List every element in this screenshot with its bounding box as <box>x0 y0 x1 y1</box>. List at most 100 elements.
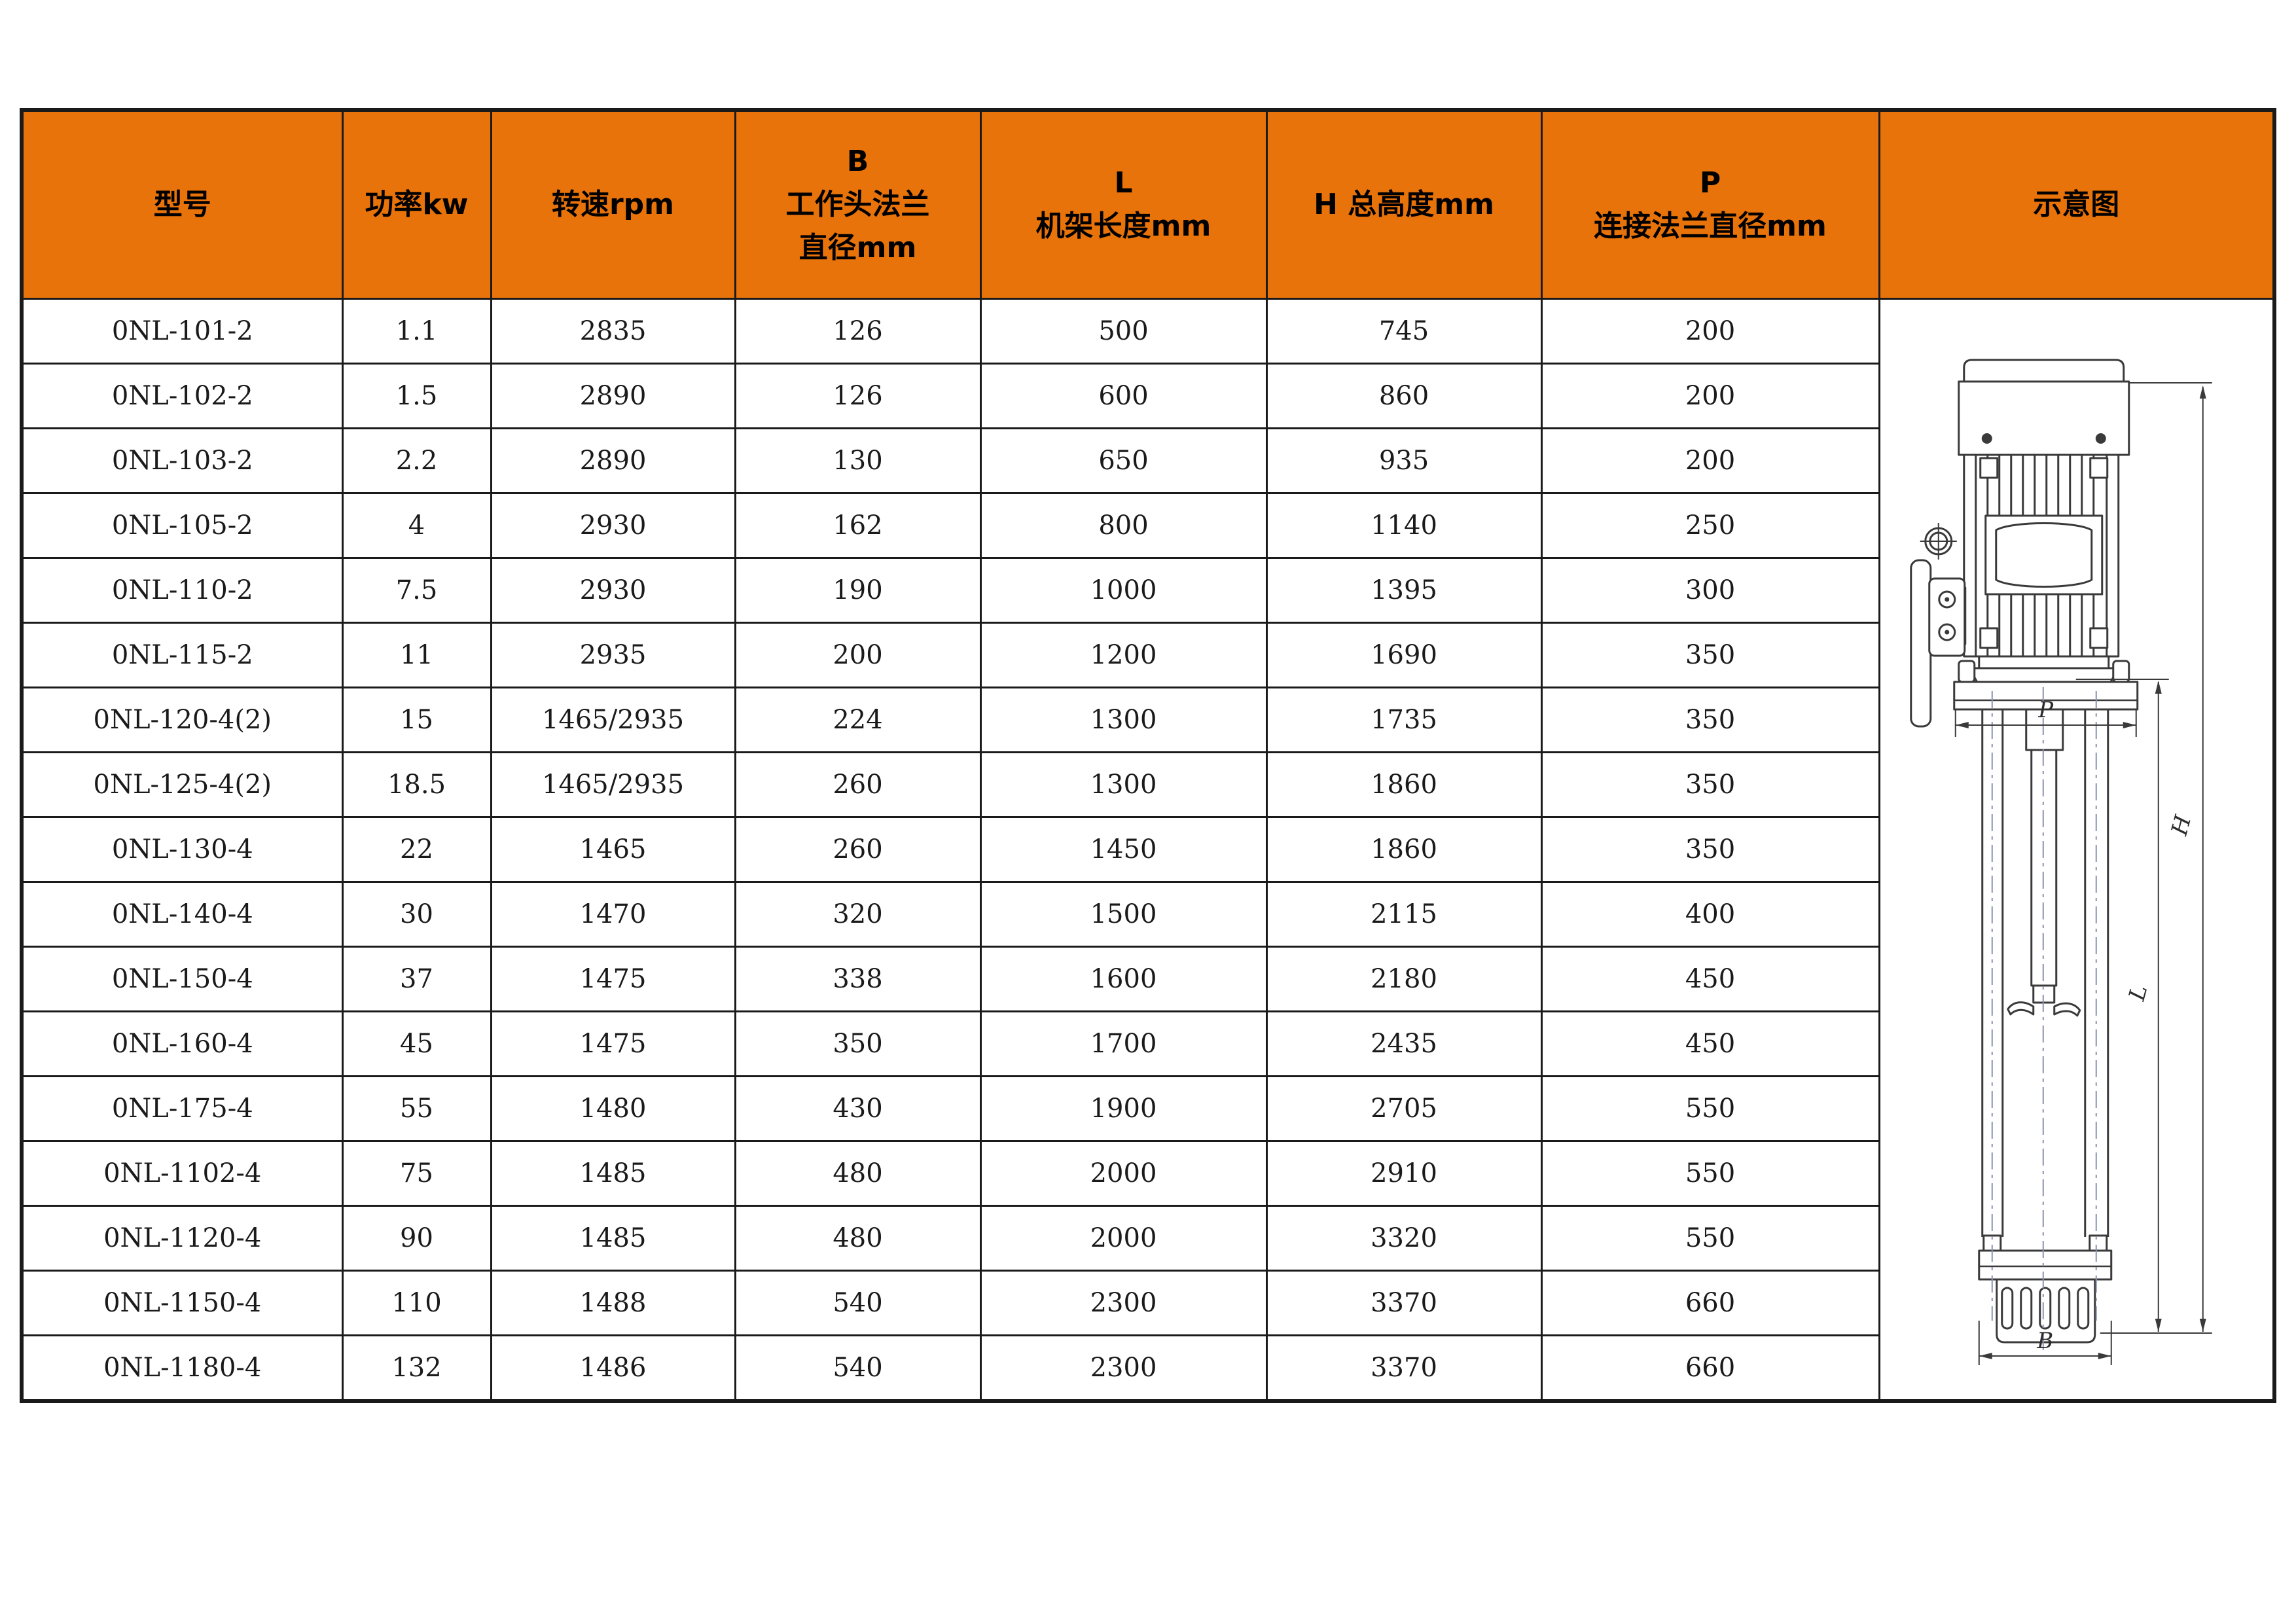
table-row: 0NL-1120-4 90 1485 480 2000 3320 550 <box>20 1205 2274 1272</box>
header-line: 型号 <box>153 188 211 221</box>
cell-frame-length: 800 <box>979 492 1268 559</box>
cell-power: 22 <box>341 816 492 883</box>
table-row: 0NL-110-2 7.5 2930 190 1000 1395 300 <box>20 557 2274 624</box>
cell-speed: 1480 <box>490 1075 736 1142</box>
cell-connect-flange: 200 <box>1540 298 1880 365</box>
cell-total-height: 860 <box>1265 363 1543 429</box>
cell-b-flange: 130 <box>734 427 982 494</box>
cell-b-flange: 430 <box>734 1075 982 1142</box>
dim-label-h: H <box>2166 812 2197 838</box>
header-line: 功率kw <box>365 188 469 221</box>
cell-b-flange: 480 <box>734 1205 982 1272</box>
cell-model: 0NL-130-4 <box>20 816 344 883</box>
propeller-blade-right <box>2053 1002 2081 1017</box>
cell-connect-flange: 350 <box>1540 622 1880 688</box>
cell-total-height: 1690 <box>1265 622 1543 688</box>
cell-speed: 2935 <box>490 622 736 688</box>
cover-bolt <box>2095 433 2106 444</box>
cell-connect-flange: 550 <box>1540 1140 1880 1207</box>
mixer-schematic-drawing: P B H L <box>1909 359 2212 1365</box>
cell-b-flange: 320 <box>734 881 982 948</box>
table-row: 0NL-130-4 22 1465 260 1450 1860 350 <box>20 816 2274 883</box>
cell-connect-flange: 400 <box>1540 881 1880 948</box>
cell-total-height: 1395 <box>1265 557 1543 624</box>
cell-b-flange: 260 <box>734 816 982 883</box>
centerlines <box>1991 687 2097 1351</box>
cell-b-flange: 480 <box>734 1140 982 1207</box>
cell-speed: 1485 <box>490 1205 736 1272</box>
cell-speed: 2930 <box>490 557 736 624</box>
cell-power: 11 <box>341 622 492 688</box>
header-line: 直径mm <box>798 231 917 264</box>
cell-model: 0NL-102-2 <box>20 363 344 429</box>
cell-model: 0NL-1102-4 <box>20 1140 344 1207</box>
cell-model: 0NL-101-2 <box>20 298 344 365</box>
cell-connect-flange: 660 <box>1540 1334 1880 1402</box>
cell-speed: 1475 <box>490 946 736 1012</box>
cell-power: 15 <box>341 687 492 753</box>
cell-connect-flange: 350 <box>1540 687 1880 753</box>
cell-frame-length: 1900 <box>979 1075 1268 1142</box>
table-row: 0NL-140-4 30 1470 320 1500 2115 400 <box>20 881 2274 948</box>
cell-connect-flange: 350 <box>1540 816 1880 883</box>
header-line: 转速rpm <box>551 188 675 221</box>
header-model: 型号 <box>20 109 344 300</box>
header-b-flange: B 工作头法兰 直径mm <box>734 109 982 300</box>
cell-speed: 1465/2935 <box>490 687 736 753</box>
cell-model: 0NL-160-4 <box>20 1010 344 1077</box>
motor-cap <box>1962 359 2125 383</box>
cell-connect-flange: 200 <box>1540 427 1880 494</box>
cell-speed: 1488 <box>490 1270 736 1336</box>
schematic-diagram: P B H L <box>1881 300 2272 1368</box>
cell-model: 0NL-103-2 <box>20 427 344 494</box>
table-row: 0NL-1180-4 132 1486 540 2300 3370 660 <box>20 1334 2274 1402</box>
cell-total-height: 745 <box>1265 298 1543 365</box>
table-row: 0NL-115-2 11 2935 200 1200 1690 350 <box>20 622 2274 688</box>
cell-connect-flange: 200 <box>1540 363 1880 429</box>
schematic-cell: P B H L <box>1878 298 2276 1402</box>
frame-tubes <box>1981 709 2109 1237</box>
cell-frame-length: 1500 <box>979 881 1268 948</box>
cell-frame-length: 1600 <box>979 946 1268 1012</box>
cell-speed: 1465 <box>490 816 736 883</box>
cell-speed: 1470 <box>490 881 736 948</box>
cell-model: 0NL-125-4(2) <box>20 751 344 818</box>
header-connect-flange: P 连接法兰直径mm <box>1540 109 1880 300</box>
cell-frame-length: 1450 <box>979 816 1268 883</box>
table-body: 0NL-101-2 1.1 2835 126 500 745 200 <box>20 298 2276 1402</box>
header-line: L <box>1114 166 1133 200</box>
cell-total-height: 3370 <box>1265 1270 1543 1336</box>
cell-power: 7.5 <box>341 557 492 624</box>
cell-frame-length: 2000 <box>979 1205 1268 1272</box>
cell-model: 0NL-105-2 <box>20 492 344 559</box>
cell-power: 132 <box>341 1334 492 1402</box>
table-row: 0NL-120-4(2) 15 1465/2935 224 1300 1735 350 <box>20 687 2274 753</box>
cell-speed: 1475 <box>490 1010 736 1077</box>
motor-fan-cover <box>1957 380 2130 456</box>
cell-connect-flange: 300 <box>1540 557 1880 624</box>
cell-speed: 1485 <box>490 1140 736 1207</box>
cell-b-flange: 350 <box>734 1010 982 1077</box>
cell-frame-length: 600 <box>979 363 1268 429</box>
header-total-height: H 总高度mm <box>1265 109 1543 300</box>
cell-connect-flange: 250 <box>1540 492 1880 559</box>
cell-connect-flange: 350 <box>1540 751 1880 818</box>
cover-bolt <box>1981 433 1992 444</box>
cell-total-height: 935 <box>1265 427 1543 494</box>
table-row: 0NL-1150-4 110 1488 540 2300 3370 660 <box>20 1270 2274 1336</box>
cell-b-flange: 200 <box>734 622 982 688</box>
header-line: P <box>1699 166 1721 200</box>
cell-frame-length: 1000 <box>979 557 1268 624</box>
dim-label-l: L <box>2123 982 2153 1004</box>
cell-speed: 1465/2935 <box>490 751 736 818</box>
cell-frame-length: 650 <box>979 427 1268 494</box>
cell-frame-length: 1700 <box>979 1010 1268 1077</box>
table-row: 0NL-102-2 1.5 2890 126 600 860 200 <box>20 363 2274 429</box>
table-row: 0NL-101-2 1.1 2835 126 500 745 200 <box>20 298 2276 1402</box>
table-header: 型号 功率kw 转速rpm B 工作头法兰 直径mm L 机架长度mm H 总高度mm P 连接法兰… <box>20 109 2276 300</box>
cell-b-flange: 190 <box>734 557 982 624</box>
cell-power: 2.2 <box>341 427 492 494</box>
table-row: 0NL-103-2 2.2 2890 130 650 935 200 <box>20 427 2274 494</box>
header-frame-length: L 机架长度mm <box>979 109 1268 300</box>
